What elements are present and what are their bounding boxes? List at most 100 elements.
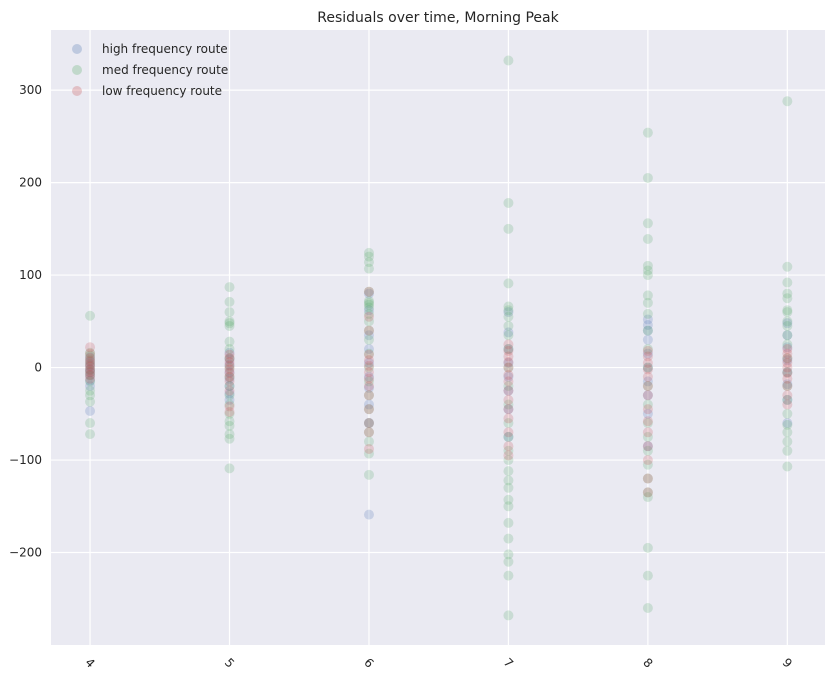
- data-point: [85, 357, 96, 368]
- data-point: [782, 357, 793, 368]
- data-point: [782, 419, 793, 430]
- data-point: [224, 367, 235, 378]
- data-point: [503, 450, 514, 461]
- data-point: [642, 381, 653, 392]
- data-point: [503, 311, 514, 322]
- data-point: [363, 418, 374, 429]
- data-point: [85, 367, 96, 378]
- legend-item: high frequency route: [72, 42, 228, 56]
- data-point: [642, 390, 653, 401]
- data-point: [85, 381, 96, 392]
- data-point: [363, 247, 374, 258]
- data-point: [363, 295, 374, 306]
- data-point: [363, 297, 374, 308]
- y-tick-label: 200: [19, 176, 42, 190]
- data-point: [85, 375, 96, 386]
- data-point: [363, 349, 374, 360]
- data-point: [224, 376, 235, 387]
- data-point: [224, 364, 235, 375]
- data-point: [363, 263, 374, 274]
- data-point: [224, 316, 235, 327]
- data-point: [363, 381, 374, 392]
- data-point: [503, 404, 514, 415]
- data-point: [503, 455, 514, 466]
- data-point: [85, 352, 96, 363]
- data-point: [224, 360, 235, 371]
- data-point: [503, 385, 514, 396]
- data-point: [503, 570, 514, 581]
- data-point: [503, 441, 514, 452]
- data-point: [363, 448, 374, 459]
- data-point: [642, 431, 653, 442]
- data-point: [503, 494, 514, 505]
- data-point: [642, 376, 653, 387]
- data-point: [503, 369, 514, 380]
- data-point: [782, 367, 793, 378]
- data-point: [363, 427, 374, 438]
- data-point: [782, 277, 793, 288]
- data-point: [363, 325, 374, 336]
- data-point: [642, 364, 653, 375]
- data-point: [642, 441, 653, 452]
- grid-lines: [51, 30, 825, 645]
- data-point: [642, 320, 653, 331]
- data-point: [224, 429, 235, 440]
- data-point: [503, 549, 514, 560]
- data-point: [363, 376, 374, 387]
- data-point: [503, 307, 514, 318]
- data-point: [85, 376, 96, 387]
- data-point: [224, 408, 235, 419]
- data-point: [503, 394, 514, 405]
- series-med-frequency-route: [85, 55, 793, 621]
- data-point: [85, 361, 96, 372]
- data-point: [85, 418, 96, 429]
- legend-label: med frequency route: [102, 63, 228, 77]
- data-point: [503, 413, 514, 424]
- data-point: [363, 360, 374, 371]
- data-point: [503, 418, 514, 429]
- data-point: [224, 282, 235, 293]
- data-point: [224, 373, 235, 384]
- data-point: [642, 570, 653, 581]
- data-point: [85, 367, 96, 378]
- data-point: [642, 459, 653, 470]
- data-point: [782, 445, 793, 456]
- data-point: [85, 406, 96, 417]
- data-point: [642, 473, 653, 484]
- data-point: [363, 286, 374, 297]
- data-point: [642, 362, 653, 373]
- data-point: [503, 376, 514, 387]
- y-tick-label: −200: [9, 546, 42, 560]
- data-point: [85, 342, 96, 353]
- data-point: [503, 610, 514, 621]
- data-point: [85, 359, 96, 370]
- data-point: [224, 344, 235, 355]
- data-point: [363, 316, 374, 327]
- data-point: [85, 364, 96, 375]
- data-point: [782, 293, 793, 304]
- data-point: [224, 371, 235, 382]
- data-point: [642, 345, 653, 356]
- data-point: [642, 362, 653, 373]
- data-point: [642, 234, 653, 245]
- data-point: [224, 463, 235, 474]
- data-point: [782, 288, 793, 299]
- data-point: [782, 390, 793, 401]
- data-point: [642, 399, 653, 410]
- data-point: [782, 348, 793, 359]
- data-point: [503, 533, 514, 544]
- data-point: [85, 390, 96, 401]
- data-point: [503, 278, 514, 289]
- legend-marker: [72, 65, 82, 75]
- data-point: [782, 379, 793, 390]
- data-point: [503, 305, 514, 316]
- data-point: [782, 318, 793, 329]
- data-point: [363, 299, 374, 310]
- data-point: [642, 260, 653, 271]
- data-point: [224, 362, 235, 373]
- data-point: [363, 357, 374, 368]
- data-point: [363, 367, 374, 378]
- data-point: [363, 308, 374, 319]
- data-point: [782, 96, 793, 107]
- data-point: [782, 381, 793, 392]
